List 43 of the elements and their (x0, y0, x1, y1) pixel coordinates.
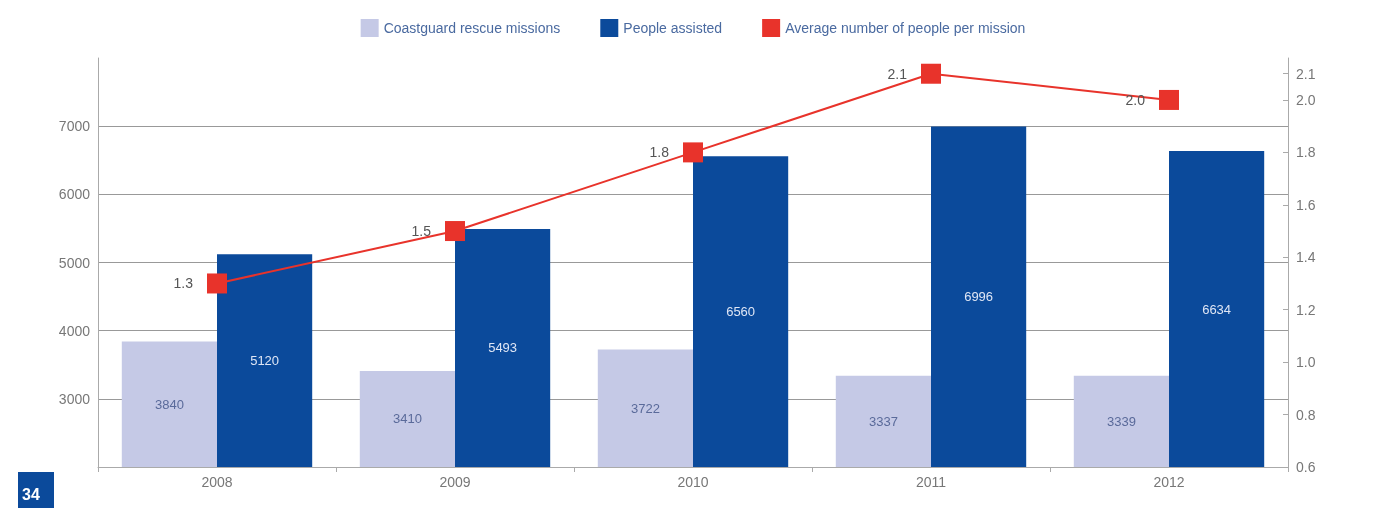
y2-tick-label: 1.8 (1296, 144, 1316, 161)
y2-tick-label: 0.6 (1296, 459, 1316, 475)
y-tick-label: 3000 (58, 390, 91, 407)
data-label: 3840 (154, 396, 184, 412)
data-label: 5493 (488, 340, 518, 356)
legend-label: Average number of people per mission (785, 20, 1026, 36)
data-label: 3410 (392, 411, 422, 427)
data-label: 1.5 (411, 223, 432, 240)
y2-tick-label: 1.0 (1296, 354, 1316, 371)
point (1159, 89, 1179, 110)
y2-tick-label: 2.1 (1296, 65, 1316, 82)
data-label: 6560 (726, 304, 756, 320)
data-label: 6996 (964, 289, 994, 305)
data-label: 5120 (250, 353, 280, 369)
data-label: 6634 (1202, 301, 1232, 317)
legend-label: People assisted (623, 20, 723, 36)
data-label: 2.0 (1125, 91, 1146, 108)
x-tick-label: 2008 (201, 474, 233, 490)
point (921, 63, 941, 84)
point (683, 142, 703, 163)
y2-tick-label: 0.8 (1296, 406, 1316, 423)
legend-label: Coastguard rescue missions (383, 20, 561, 36)
x-tick-label: 2009 (439, 474, 471, 490)
y-tick-label: 5000 (58, 254, 91, 271)
data-label: 3337 (868, 413, 898, 429)
x-tick-label: 2011 (915, 474, 947, 490)
data-label: 3722 (630, 400, 660, 416)
data-label: 1.8 (649, 144, 670, 161)
y2-tick-label: 1.6 (1296, 196, 1316, 213)
data-label: 3339 (1106, 413, 1136, 429)
y2-tick-label: 1.2 (1296, 301, 1316, 318)
x-tick-label: 2012 (1153, 474, 1185, 490)
data-label: 1.3 (173, 275, 194, 292)
y-tick-label: 7000 (58, 118, 91, 135)
point (445, 221, 465, 242)
y2-tick-label: 2.0 (1296, 91, 1316, 108)
y2-tick-label: 1.4 (1296, 249, 1316, 266)
text: 34 (22, 485, 40, 503)
x-tick-label: 2010 (677, 474, 709, 490)
y-tick-label: 6000 (58, 186, 91, 203)
y-tick-label: 4000 (58, 322, 91, 339)
data-label: 2.1 (887, 65, 908, 82)
point (207, 273, 227, 294)
